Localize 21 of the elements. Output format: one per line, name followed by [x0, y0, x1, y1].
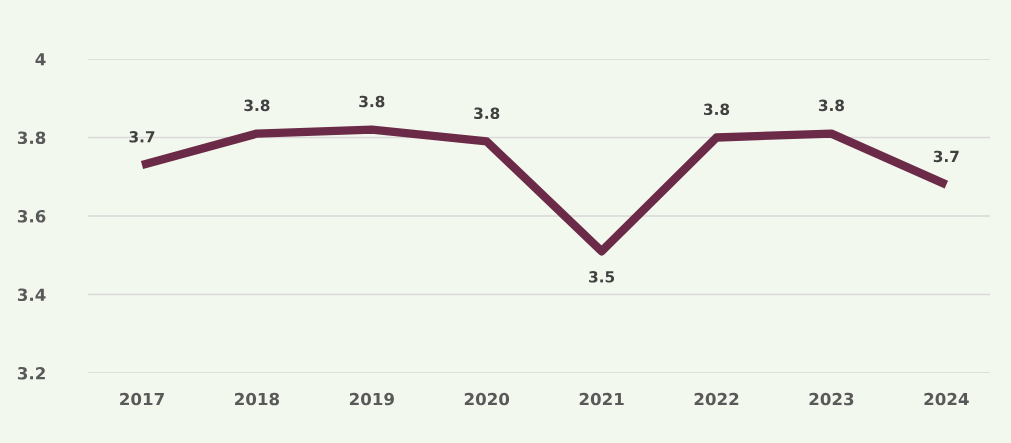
- x-tick-label: 2021: [579, 392, 624, 406]
- data-label: 3.8: [818, 99, 845, 112]
- data-label: 3.8: [359, 95, 385, 108]
- x-tick-label: 2024: [924, 392, 969, 406]
- data-label: 3.5: [589, 271, 615, 283]
- x-tick-label: 2017: [120, 392, 164, 406]
- data-label: 3.8: [704, 103, 730, 116]
- data-label: 3.7: [129, 131, 155, 143]
- y-tick-label: 4: [35, 53, 46, 66]
- x-tick-label: 2020: [464, 392, 510, 406]
- y-tick-label: 3.6: [17, 209, 46, 223]
- data-label: 3.8: [474, 107, 500, 120]
- data-label: 3.7: [933, 150, 959, 163]
- x-tick-label: 2023: [809, 392, 854, 406]
- data-label: 3.8: [244, 99, 270, 112]
- x-tick-label: 2018: [235, 392, 280, 406]
- x-tick-label: 2019: [349, 392, 394, 406]
- x-tick-label: 2022: [694, 392, 739, 406]
- y-tick-label: 3.8: [17, 131, 46, 145]
- y-tick-label: 3.4: [17, 288, 46, 302]
- y-tick-label: 3.2: [17, 366, 45, 380]
